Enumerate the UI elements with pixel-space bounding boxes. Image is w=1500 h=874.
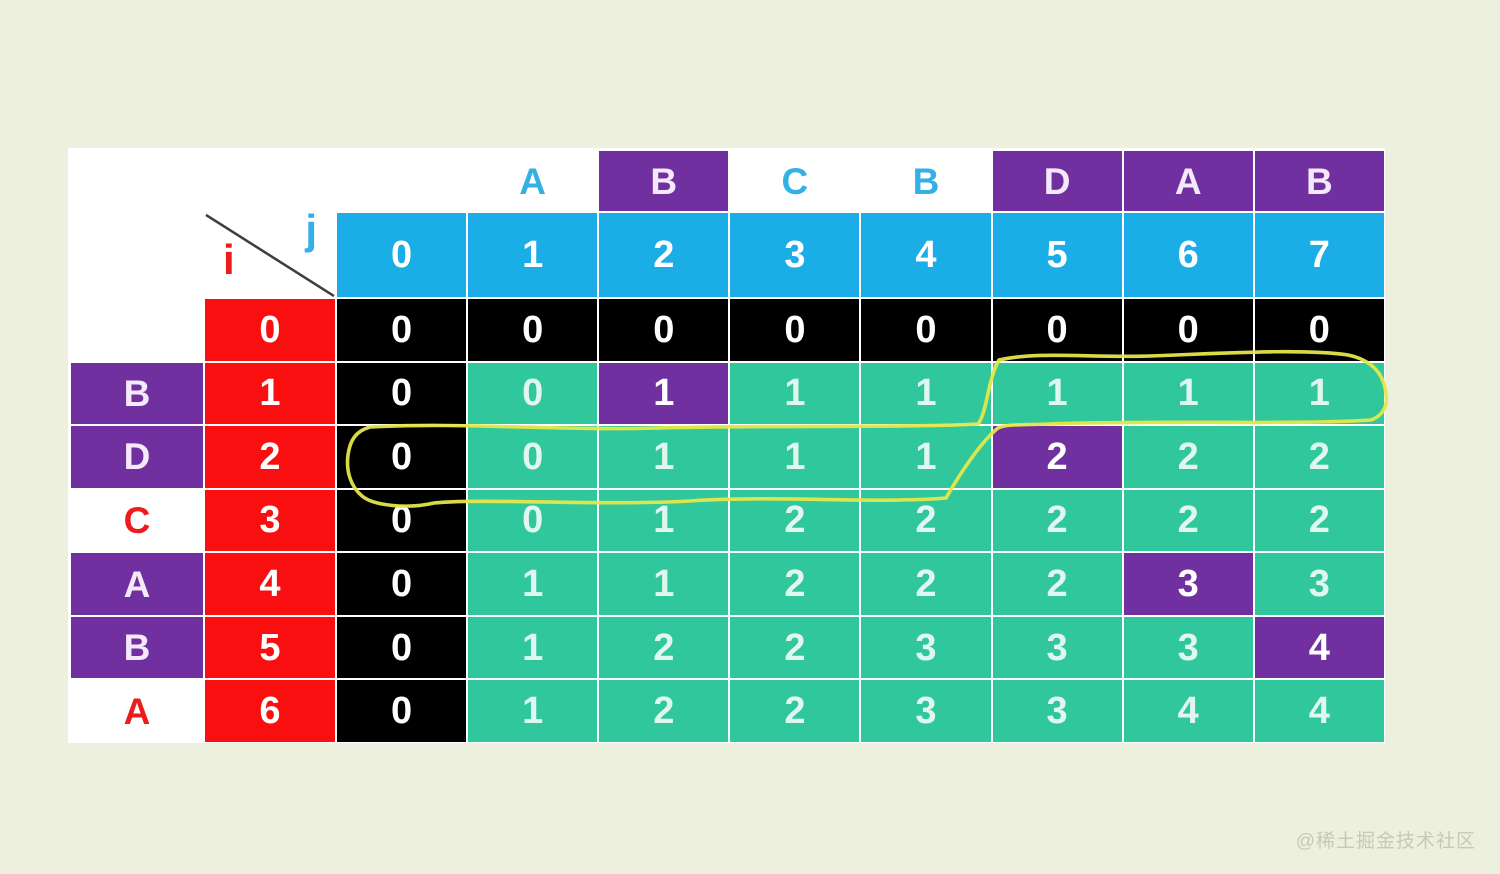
dp-cell: 1	[598, 425, 730, 489]
dp-cell: 4	[1253, 615, 1385, 680]
dp-cell: 0	[336, 488, 468, 553]
dp-cell: 0	[336, 552, 468, 616]
i-index-cell: 0	[204, 298, 336, 362]
dp-cell: 1	[467, 615, 599, 680]
top-letter-cell: B	[860, 150, 992, 212]
dp-cell: 1	[991, 361, 1123, 426]
i-index-cell: 3	[204, 488, 336, 553]
dp-cell: 0	[598, 298, 730, 362]
row-letter-cell: B	[70, 361, 204, 426]
row-letter-cell: C	[70, 488, 204, 553]
top-letter-cell: B	[598, 150, 730, 212]
dp-cell: 2	[991, 425, 1123, 489]
dp-cell: 4	[1253, 679, 1385, 743]
dp-cell: 3	[1122, 552, 1254, 616]
dp-cell: 0	[336, 615, 468, 680]
dp-cell: 3	[860, 679, 992, 743]
dp-cell: 1	[860, 425, 992, 489]
dp-cell: 3	[991, 679, 1123, 743]
dp-cell: 1	[467, 552, 599, 616]
dp-cell: 2	[860, 488, 992, 553]
dp-cell: 2	[729, 552, 861, 616]
j-index-cell: 0	[336, 212, 468, 298]
dp-cell: 2	[991, 488, 1123, 553]
dp-cell: 2	[729, 488, 861, 553]
dp-cell: 0	[1122, 298, 1254, 362]
j-index-cell: 4	[860, 212, 992, 298]
dp-cell: 2	[598, 679, 730, 743]
dp-cell: 1	[729, 361, 861, 426]
dp-cell: 2	[1122, 425, 1254, 489]
dp-cell: 2	[860, 552, 992, 616]
dp-cell: 2	[1253, 425, 1385, 489]
dp-cell: 2	[1253, 488, 1385, 553]
dp-cell: 1	[860, 361, 992, 426]
dp-cell: 0	[467, 488, 599, 553]
j-axis-label: j	[305, 206, 317, 253]
dp-cell: 1	[729, 425, 861, 489]
dp-cell: 2	[991, 552, 1123, 616]
dp-cell: 2	[729, 615, 861, 680]
blank-cell	[70, 212, 204, 298]
i-axis-label: i	[223, 236, 235, 283]
dp-cell: 1	[598, 552, 730, 616]
dp-cell: 1	[467, 679, 599, 743]
j-index-cell: 7	[1253, 212, 1385, 298]
top-letter-cell: A	[467, 150, 599, 212]
dp-cell: 2	[598, 615, 730, 680]
dp-cell: 1	[1253, 361, 1385, 426]
watermark: @稀土掘金技术社区	[1295, 831, 1476, 852]
row-letter-cell: A	[70, 552, 204, 616]
i-index-cell: 1	[204, 361, 336, 426]
dp-cell: 2	[1122, 488, 1254, 553]
dp-cell: 0	[467, 425, 599, 489]
i-index-cell: 6	[204, 679, 336, 743]
j-index-cell: 5	[991, 212, 1123, 298]
i-index-cell: 4	[204, 552, 336, 616]
dp-cell: 0	[336, 361, 468, 426]
dp-cell: 2	[729, 679, 861, 743]
j-index-cell: 1	[467, 212, 599, 298]
row-letter-cell: A	[70, 679, 204, 743]
row-letter-cell: D	[70, 425, 204, 489]
blank-cell	[70, 298, 204, 362]
j-index-cell: 2	[598, 212, 730, 298]
top-letter-cell: C	[729, 150, 861, 212]
dp-cell: 0	[1253, 298, 1385, 362]
dp-cell: 0	[860, 298, 992, 362]
dp-cell: 1	[598, 488, 730, 553]
dp-cell: 0	[467, 361, 599, 426]
dp-cell: 4	[1122, 679, 1254, 743]
j-index-cell: 3	[729, 212, 861, 298]
dp-cell: 3	[991, 615, 1123, 680]
diagonal-line	[205, 213, 335, 297]
dp-cell: 3	[860, 615, 992, 680]
dp-cell: 0	[991, 298, 1123, 362]
blank-cell	[70, 150, 204, 212]
top-letter-cell: B	[1253, 150, 1385, 212]
blank-cell	[204, 150, 336, 212]
i-index-cell: 5	[204, 615, 336, 680]
dp-cell: 0	[336, 425, 468, 489]
dp-cell: 0	[729, 298, 861, 362]
dp-cell: 1	[1122, 361, 1254, 426]
blank-cell	[336, 150, 468, 212]
dp-cell: 3	[1253, 552, 1385, 616]
dp-cell: 0	[336, 298, 468, 362]
i-index-cell: 2	[204, 425, 336, 489]
j-index-cell: 6	[1122, 212, 1254, 298]
dp-cell: 0	[336, 679, 468, 743]
top-letter-cell: D	[991, 150, 1123, 212]
top-letter-cell: A	[1122, 150, 1254, 212]
dp-cell: 1	[598, 361, 730, 426]
dp-cell: 3	[1122, 615, 1254, 680]
dp-cell: 0	[467, 298, 599, 362]
row-letter-cell: B	[70, 615, 204, 680]
